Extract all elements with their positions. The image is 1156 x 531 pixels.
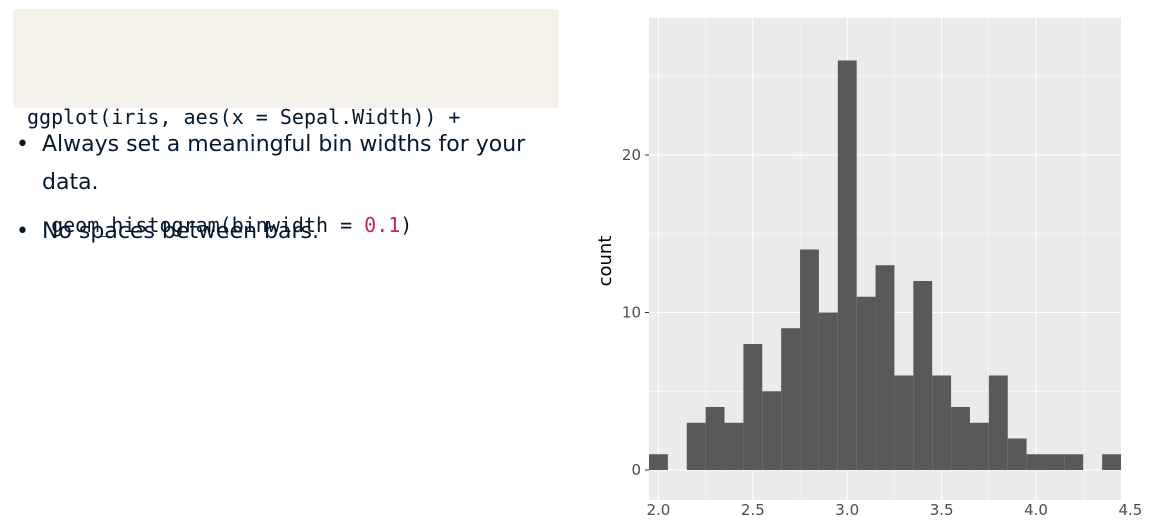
bullet-list: • Always set a meaningful bin widths for…	[14, 126, 574, 262]
histogram-bar	[1007, 438, 1027, 470]
x-tick-label: 3.0	[835, 501, 859, 519]
code-line-2-prefix: geom_histogram(binwidth =	[27, 213, 365, 237]
histogram-bar	[781, 328, 801, 470]
y-tick-label: 20	[622, 146, 641, 164]
histogram-bar	[800, 249, 819, 470]
histogram-bar	[988, 375, 1008, 470]
histogram-bar	[837, 60, 857, 470]
histogram-bar	[818, 312, 838, 470]
x-tick-label: 2.5	[741, 501, 765, 519]
histogram-bar	[856, 296, 876, 470]
y-tick-label: 0	[631, 461, 641, 479]
x-tick-label: 3.5	[930, 501, 954, 519]
x-tick-label: 4.0	[1024, 501, 1048, 519]
code-line-2-suffix: )	[400, 213, 413, 237]
histogram-bar	[724, 422, 744, 470]
bars	[649, 60, 1121, 470]
histogram-bar	[743, 343, 763, 470]
bullet-text: No spaces between bars.	[42, 219, 319, 244]
histogram-bar	[762, 391, 782, 470]
x-tick-label: 4.5	[1119, 501, 1143, 519]
bullet-item: • No spaces between bars.	[14, 213, 574, 251]
histogram-bar	[913, 280, 933, 470]
code-block: ggplot(iris, aes(x = Sepal.Width)) + geo…	[13, 9, 559, 237]
x-tick-label: 2.0	[647, 501, 671, 519]
bullet-item: • Always set a meaningful bin widths for…	[14, 126, 574, 202]
histogram-bar	[932, 375, 952, 470]
histogram-chart: 0 10 20 2.0 2.5 3.0 3.5 4.0 4.5 count	[585, 0, 1156, 527]
histogram-bar	[875, 265, 895, 470]
histogram-bar	[1064, 454, 1084, 470]
histogram-bar	[1045, 454, 1065, 470]
histogram-bar	[1102, 454, 1121, 470]
histogram-svg: 0 10 20 2.0 2.5 3.0 3.5 4.0 4.5 count	[595, 18, 1142, 519]
bullet-dot-icon: •	[16, 132, 29, 157]
histogram-bar	[951, 406, 970, 470]
code-number-literal: 0.1	[364, 213, 401, 237]
axis-ticks: 0 10 20 2.0 2.5 3.0 3.5 4.0 4.5	[622, 146, 1142, 519]
code-line-1: ggplot(iris, aes(x = Sepal.Width)) +	[27, 105, 461, 129]
bullet-text: Always set a meaningful bin widths for y…	[42, 132, 526, 195]
y-axis-label: count	[595, 236, 616, 287]
histogram-bar	[894, 375, 914, 470]
y-tick-label: 10	[622, 303, 641, 321]
histogram-bar	[705, 406, 725, 470]
histogram-bar	[649, 454, 668, 470]
histogram-bar	[1026, 454, 1046, 470]
code-line-2: geom_histogram(binwidth = 0.1)	[27, 207, 559, 243]
bullet-dot-icon: •	[16, 219, 29, 244]
histogram-bar	[686, 422, 706, 470]
histogram-bar	[969, 422, 989, 470]
